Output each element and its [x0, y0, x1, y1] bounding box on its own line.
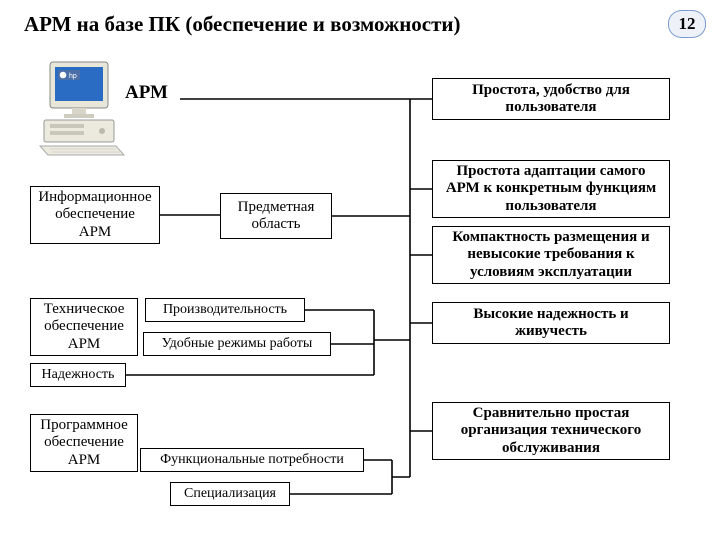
- box-reliability: Надежность: [30, 363, 126, 387]
- box-compactness: Компактность размещения и невысокие треб…: [432, 226, 670, 284]
- box-specialization: Специализация: [170, 482, 290, 506]
- slide-number-badge: 12: [668, 10, 706, 38]
- svg-text:hp: hp: [69, 73, 77, 80]
- page-title: АРМ на базе ПК (обеспечение и возможност…: [24, 12, 461, 37]
- arm-label: АРМ: [125, 82, 168, 104]
- box-tech-support: Техническое обеспечение АРМ: [30, 298, 138, 356]
- box-functional-needs: Функциональные потребности: [140, 448, 364, 472]
- box-performance: Производительность: [145, 298, 305, 322]
- box-prog-support: Программное обеспечение АРМ: [30, 414, 138, 472]
- pc-workstation-icon: hp: [38, 60, 126, 156]
- box-subject-area: Предметная область: [220, 193, 332, 239]
- box-info-support: Информационное обеспечение АРМ: [30, 186, 160, 244]
- box-maintenance: Сравнительно простая организация техниче…: [432, 402, 670, 460]
- box-high-reliability: Высокие надежность и живучесть: [432, 302, 670, 344]
- box-work-modes: Удобные режимы работы: [143, 332, 331, 356]
- box-adaptation: Простота адаптации самого АРМ к конкретн…: [432, 160, 670, 218]
- box-simplicity: Простота, удобство для пользователя: [432, 78, 670, 120]
